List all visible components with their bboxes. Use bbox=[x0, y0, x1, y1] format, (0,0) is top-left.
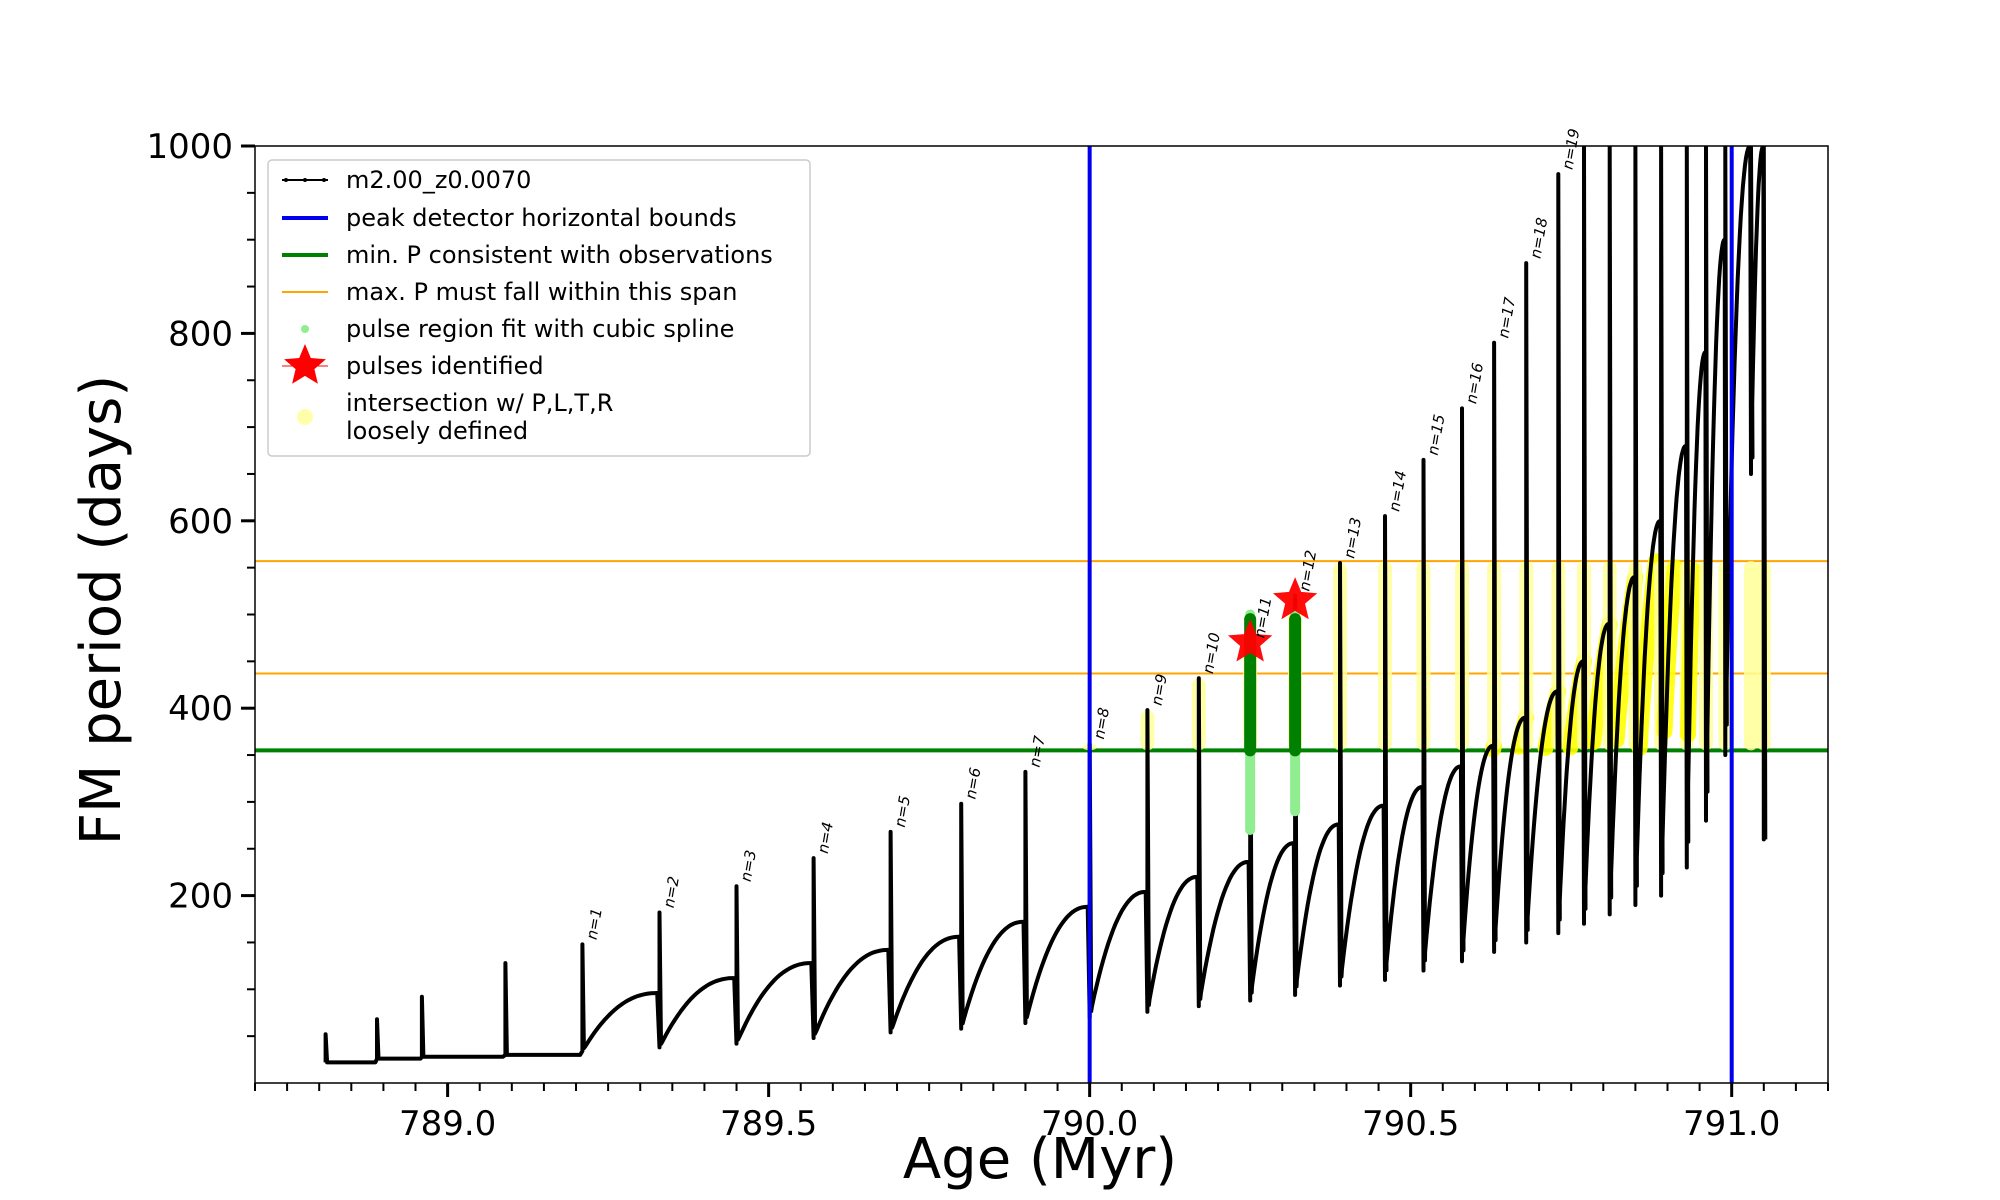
identified-pulse-star-0 bbox=[1227, 619, 1273, 662]
pulse-label: n=2 bbox=[660, 875, 683, 909]
legend-label: intersection w/ P,L,T,R bbox=[346, 389, 613, 417]
x-tick-label: 789.0 bbox=[399, 1104, 496, 1144]
legend-label: m2.00_z0.0070 bbox=[346, 166, 531, 194]
pulse-label: n=18 bbox=[1526, 216, 1551, 260]
pulse-label: n=4 bbox=[814, 821, 837, 855]
y-tick-label: 400 bbox=[168, 689, 233, 729]
pulse-label: n=14 bbox=[1385, 469, 1410, 513]
x-tick-label: 791.0 bbox=[1683, 1104, 1780, 1144]
legend-swatch-circle bbox=[297, 409, 313, 425]
legend-label: pulses identified bbox=[346, 352, 544, 380]
pulse-label: n=15 bbox=[1424, 413, 1449, 457]
plot-area bbox=[255, 146, 1828, 1083]
pulse-label: n=8 bbox=[1090, 706, 1113, 740]
y-axis-title: FM period (days) bbox=[69, 375, 134, 845]
axes: 789.0 789.5 790.0 790.5 791.0 200 400 600 800 100… bbox=[146, 127, 1829, 1144]
pulse-label: n=11 bbox=[1250, 596, 1275, 640]
legend-swatch-star bbox=[284, 344, 326, 384]
legend-label: max. P must fall within this span bbox=[346, 278, 737, 306]
pulse-label: n=10 bbox=[1199, 631, 1224, 675]
x-tick-label: 790.5 bbox=[1362, 1104, 1459, 1144]
legend-swatch-marker bbox=[303, 178, 307, 182]
pulse-label: n=9 bbox=[1148, 673, 1171, 707]
pulse-label: n=7 bbox=[1026, 734, 1049, 769]
legend-box bbox=[267, 159, 811, 457]
pulse-label: n=16 bbox=[1462, 361, 1487, 405]
pulse-label: n=19 bbox=[1559, 127, 1584, 171]
y-tick-label: 800 bbox=[168, 314, 233, 354]
series-line bbox=[323, 146, 1768, 1065]
pulse-label: n=13 bbox=[1340, 516, 1365, 560]
x-tick-label: 790.0 bbox=[1041, 1104, 1138, 1144]
legend-label: min. P consistent with observations bbox=[346, 241, 773, 269]
x-axis-title: Age (Myr) bbox=[903, 1127, 1177, 1192]
legend-swatch-marker bbox=[284, 178, 288, 182]
y-tick-label: 1000 bbox=[146, 127, 233, 167]
pulse-label: n=17 bbox=[1494, 295, 1519, 339]
y-tick-label: 200 bbox=[168, 877, 233, 917]
legend-swatch-dot bbox=[301, 325, 309, 333]
y-tick-label: 600 bbox=[168, 502, 233, 542]
pulse-label: n=6 bbox=[961, 766, 984, 800]
legend-label: peak detector horizontal bounds bbox=[346, 204, 737, 232]
identified-pulse-star-1 bbox=[1272, 577, 1318, 620]
pulse-label: n=1 bbox=[583, 907, 606, 941]
x-tick-label: 789.5 bbox=[720, 1104, 817, 1144]
legend-label: loosely defined bbox=[346, 417, 528, 445]
series-m2.00-z0.0070 bbox=[323, 146, 1768, 1065]
legend-label: pulse region fit with cubic spline bbox=[346, 315, 734, 343]
pulse-label: n=5 bbox=[891, 794, 914, 828]
intersection-band bbox=[1743, 561, 1758, 751]
pulse-label: n=12 bbox=[1295, 549, 1320, 593]
pulse-label: n=3 bbox=[737, 849, 760, 883]
legend-swatch-marker bbox=[322, 178, 326, 182]
